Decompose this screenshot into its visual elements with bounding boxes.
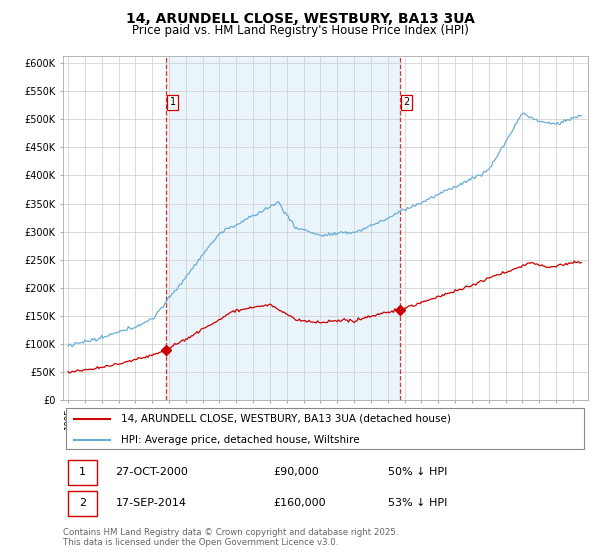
Text: £90,000: £90,000	[273, 467, 319, 477]
Text: 17-SEP-2014: 17-SEP-2014	[115, 498, 187, 508]
Text: 14, ARUNDELL CLOSE, WESTBURY, BA13 3UA: 14, ARUNDELL CLOSE, WESTBURY, BA13 3UA	[125, 12, 475, 26]
Text: 2: 2	[403, 97, 409, 108]
FancyBboxPatch shape	[65, 408, 584, 449]
Text: 50% ↓ HPI: 50% ↓ HPI	[389, 467, 448, 477]
Text: 27-OCT-2000: 27-OCT-2000	[115, 467, 188, 477]
Bar	[166, 56, 400, 400]
FancyBboxPatch shape	[68, 491, 97, 516]
Text: Contains HM Land Registry data © Crown copyright and database right 2025.
This d: Contains HM Land Registry data © Crown c…	[63, 528, 398, 547]
Text: HPI: Average price, detached house, Wiltshire: HPI: Average price, detached house, Wilt…	[121, 435, 359, 445]
Text: 53% ↓ HPI: 53% ↓ HPI	[389, 498, 448, 508]
Text: 1: 1	[79, 467, 86, 477]
Text: 1: 1	[170, 97, 176, 108]
Text: Price paid vs. HM Land Registry's House Price Index (HPI): Price paid vs. HM Land Registry's House …	[131, 24, 469, 36]
Text: £160,000: £160,000	[273, 498, 326, 508]
Text: 14, ARUNDELL CLOSE, WESTBURY, BA13 3UA (detached house): 14, ARUNDELL CLOSE, WESTBURY, BA13 3UA (…	[121, 413, 451, 423]
FancyBboxPatch shape	[68, 460, 97, 484]
Text: 2: 2	[79, 498, 86, 508]
